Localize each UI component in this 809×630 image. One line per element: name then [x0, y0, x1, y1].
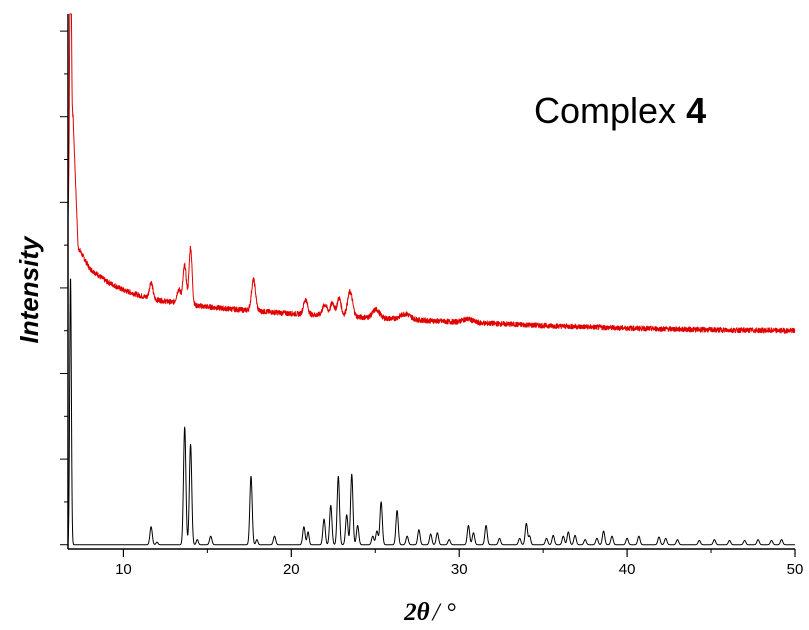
x-ticks: 10 20 30 40 50 — [115, 549, 803, 578]
x-axis-label: 2θ / ° — [403, 599, 456, 626]
x-axis-unit: / ° — [431, 599, 456, 626]
chart-annotation: Complex 4 — [534, 90, 706, 131]
simulated-pattern-line — [67, 278, 796, 546]
x-axis-symbol: 2θ — [403, 599, 430, 626]
annotation-text: Complex — [534, 90, 686, 131]
x-tick-label-50: 50 — [787, 561, 804, 578]
annotation-bold: 4 — [686, 90, 706, 131]
x-tick-label-20: 20 — [283, 561, 300, 578]
experimental-pattern-line — [67, 13, 796, 334]
x-tick-label-10: 10 — [115, 561, 132, 578]
axes: 10 20 30 40 50 — [60, 14, 803, 578]
y-ticks — [60, 30, 68, 546]
plot-area — [67, 13, 796, 546]
x-tick-label-30: 30 — [451, 561, 468, 578]
y-axis-label: Intensity — [14, 235, 44, 343]
x-tick-label-40: 40 — [619, 561, 636, 578]
